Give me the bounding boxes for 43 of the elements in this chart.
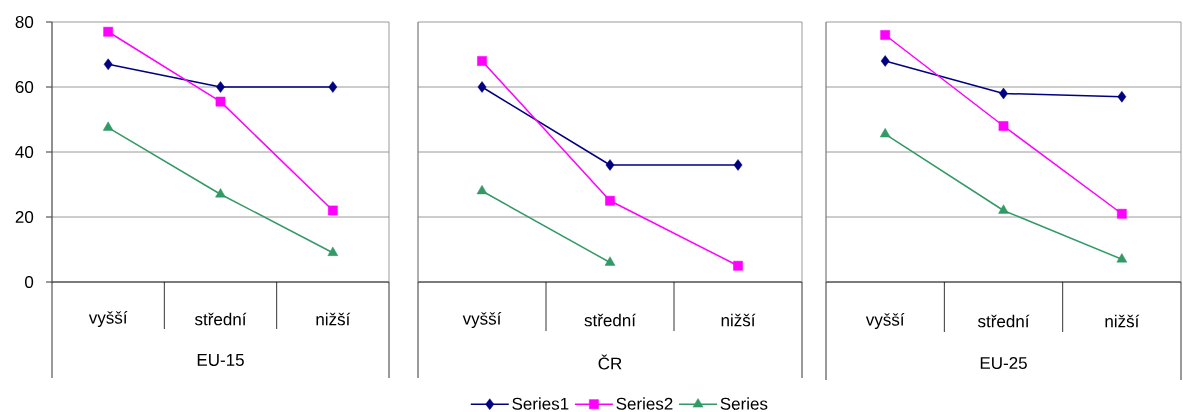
y-tick-label: 20 — [15, 210, 34, 224]
x-tick-label: nižší — [721, 313, 756, 327]
x-tick-label: střední — [584, 313, 636, 327]
y-tick-label: 40 — [15, 145, 34, 159]
point — [215, 96, 226, 107]
x-tick-label: nižší — [1105, 314, 1140, 328]
point — [103, 26, 114, 37]
y-tick-label: 60 — [15, 80, 34, 94]
point — [1117, 91, 1127, 103]
point — [1116, 253, 1128, 263]
point — [605, 159, 615, 171]
point — [733, 159, 743, 171]
point — [733, 260, 743, 271]
x-axis-title: ČR — [598, 354, 622, 370]
point — [880, 30, 891, 40]
x-tick-label: střední — [194, 312, 247, 326]
point — [605, 195, 615, 206]
legend-label: Series1 — [512, 397, 569, 410]
point — [1117, 208, 1127, 219]
point — [477, 81, 487, 93]
point — [102, 121, 114, 131]
x-tick-label: vyšší — [865, 312, 905, 330]
legend-label: Series — [720, 397, 768, 410]
legend-label: Series2 — [616, 397, 673, 410]
x-axis-title: EU-25 — [980, 356, 1027, 370]
point — [327, 205, 338, 216]
point — [998, 121, 1009, 131]
x-axis-title: EU-15 — [197, 354, 244, 366]
point — [998, 204, 1009, 214]
y-tick-label: 80 — [15, 15, 34, 29]
x-tick-label: vyšší — [462, 311, 502, 329]
point — [216, 81, 225, 93]
x-tick-label: nižší — [316, 312, 351, 326]
point — [477, 56, 487, 66]
x-tick-label: střední — [977, 314, 1030, 328]
y-tick-label: 0 — [25, 275, 34, 289]
point — [215, 188, 226, 198]
x-tick-label: vyšší — [88, 310, 128, 328]
point — [880, 55, 890, 67]
point — [103, 58, 113, 70]
point — [879, 128, 891, 138]
point — [328, 81, 338, 93]
point — [327, 246, 339, 256]
